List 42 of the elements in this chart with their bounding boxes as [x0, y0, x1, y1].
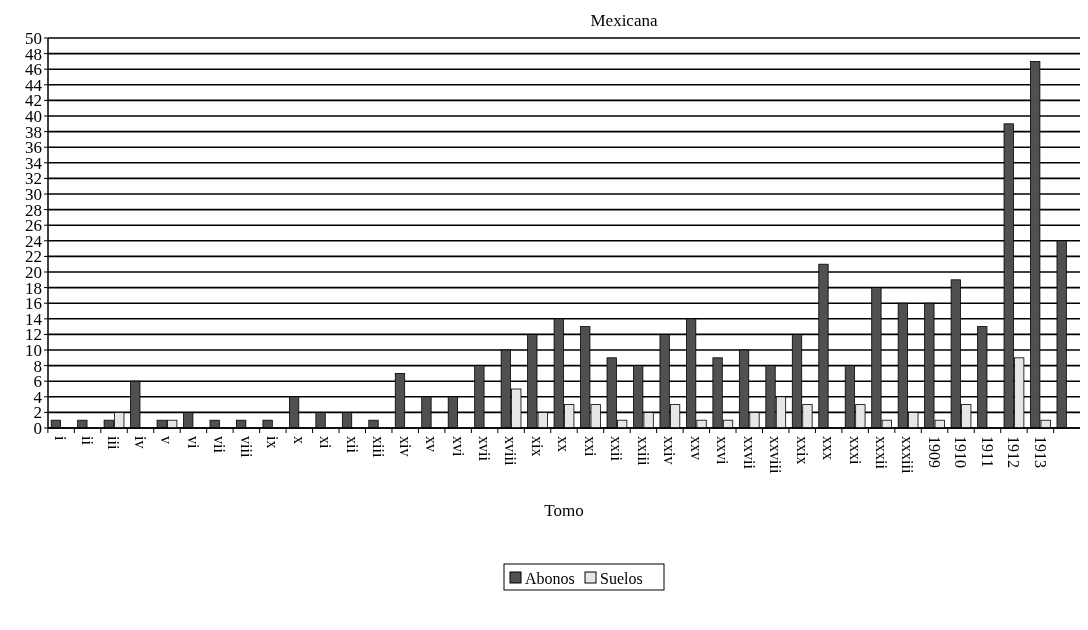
x-tick-label: xiv	[396, 436, 414, 457]
x-tick-label: vii	[211, 436, 229, 454]
x-tick-label: 1912	[1005, 436, 1023, 468]
x-tick-label: 1909	[925, 436, 943, 468]
x-tick-label: iv	[131, 436, 149, 449]
x-tick-label: xxix	[793, 436, 811, 465]
x-tick-label: 1913	[1031, 436, 1049, 468]
x-tick-label: xxvi	[714, 436, 732, 465]
x-tick-label: xvi	[449, 436, 467, 457]
x-tick-label: xxxiii	[899, 436, 917, 474]
x-tick-label: xxx	[820, 436, 838, 460]
x-tick-label: ix	[264, 436, 282, 449]
x-tick-label: viii	[237, 436, 255, 458]
x-tick-label: xviii	[502, 436, 520, 466]
x-tick-label: xi	[317, 436, 335, 449]
x-tick-label: 1910	[952, 436, 970, 468]
x-tick-label: xxxi	[846, 436, 864, 465]
x-tick-label: xv	[423, 436, 441, 452]
x-tick-label: xx	[555, 436, 573, 452]
x-tick-label: xxii	[608, 436, 626, 462]
x-tick-label: v	[158, 436, 176, 444]
legend-label: Suelos	[600, 569, 643, 587]
x-axis-title: Tomo	[544, 501, 584, 520]
x-tick-label: xxiii	[634, 436, 652, 466]
x-tick-label: x	[290, 436, 308, 444]
x-tick-label: xxxii	[873, 436, 891, 470]
x-tick-label: 1911	[978, 436, 996, 468]
x-tick-label: i	[52, 436, 70, 441]
x-tick-label: xxviii	[767, 436, 785, 474]
x-tick-label: xix	[528, 436, 546, 457]
x-tick-label: xxv	[687, 436, 705, 460]
x-tick-label: xxvii	[740, 436, 758, 470]
x-tick-label: xxiv	[661, 436, 679, 465]
x-tick-label: xxi	[581, 436, 599, 457]
x-tick-label: xii	[343, 436, 361, 454]
x-tick-label: vi	[184, 436, 202, 449]
legend-label: Abonos	[525, 569, 575, 587]
x-tick-label: ii	[78, 436, 96, 446]
chart-title: Mexicana	[590, 11, 658, 30]
x-tick-label: xiii	[370, 436, 388, 458]
x-tick-label: xvii	[476, 436, 493, 462]
x-tick-label: iii	[105, 436, 123, 450]
